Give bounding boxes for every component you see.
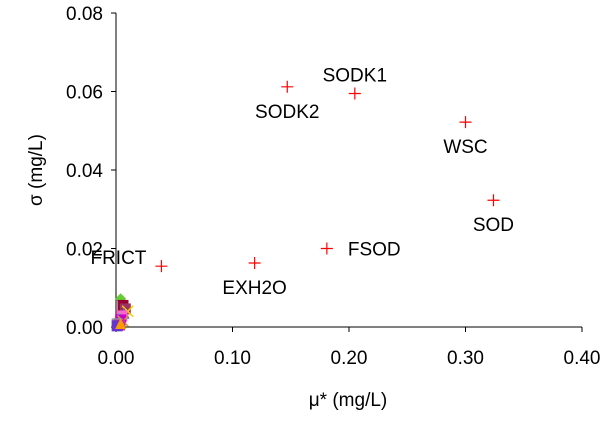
near-origin-cluster [111,293,134,332]
data-point-label: SODK1 [323,65,387,86]
data-point-marker [155,260,168,273]
x-tick-label: 0.40 [564,348,600,369]
y-tick-label: 0.06 [66,83,103,104]
data-point-marker [281,80,294,93]
data-point-label: EXH2O [222,278,286,299]
x-tick-label: 0.10 [214,348,251,369]
data-point-marker [348,87,361,100]
y-axis-title: σ (mg/L) [26,134,47,206]
data-point-label: SODK2 [255,102,319,123]
data-point-marker [320,242,333,255]
y-tick-labels: 0.00 0.02 0.04 0.06 0.08 [66,4,103,339]
x-axis-title: μ* (mg/L) [309,390,388,411]
y-tick-label: 0.08 [66,4,103,25]
x-tick-labels: 0.00 0.10 0.20 0.30 0.40 [98,348,600,369]
y-tick-label: 0.04 [66,161,103,182]
x-tick-label: 0.20 [331,348,368,369]
x-tick-label: 0.30 [447,348,484,369]
y-tick-label: 0.00 [66,318,103,339]
x-tick-label: 0.00 [98,348,135,369]
axes [111,12,583,332]
data-point-label: FRICT [90,248,146,269]
data-point-marker [248,257,261,270]
data-point-marker [487,194,500,207]
data-point-label: SOD [473,215,514,236]
data-point-marker [459,116,472,129]
cluster-point [115,317,127,329]
data-point-label: WSC [443,137,487,158]
y-tick-label: 0.02 [66,240,103,261]
data-point-label: FSOD [348,240,401,261]
